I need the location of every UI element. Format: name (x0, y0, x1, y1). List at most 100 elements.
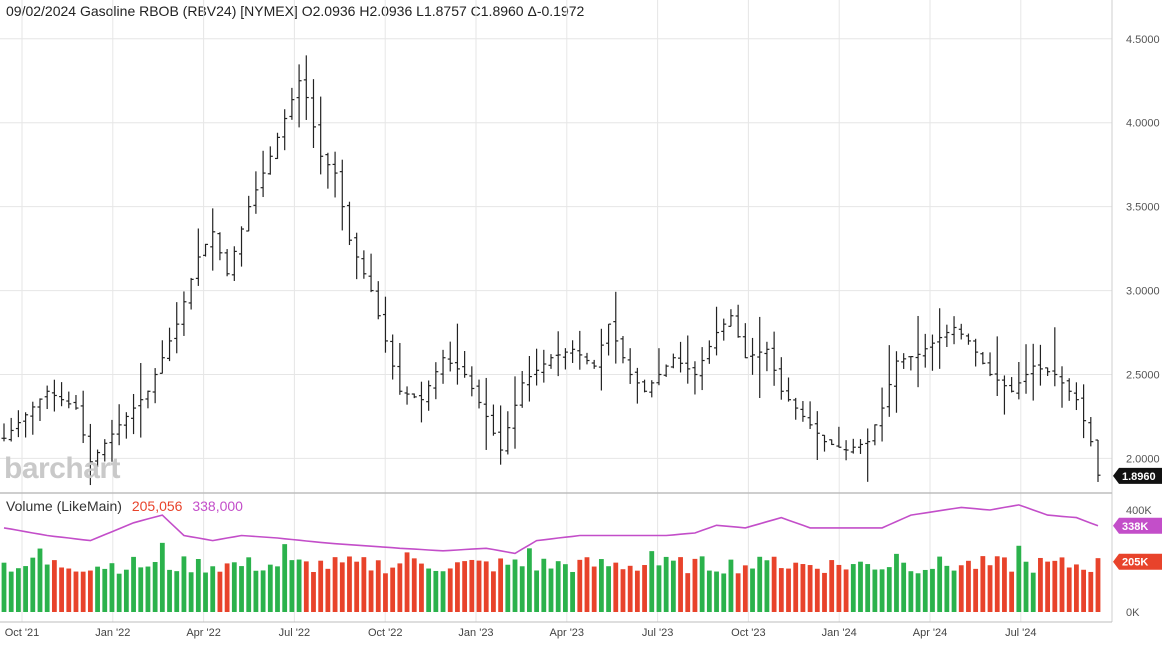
price-bar (246, 195, 252, 232)
volume-bar (217, 571, 223, 612)
price-bar (195, 228, 201, 286)
chart-grid (0, 0, 1112, 622)
volume-bar (1066, 567, 1072, 612)
chart-header: 09/02/2024 Gasoline RBOB (RBV24) [NYMEX]… (6, 3, 584, 19)
price-bar (591, 359, 597, 369)
price-bar (1066, 378, 1072, 401)
volume-bar (253, 570, 259, 612)
price-bar (1045, 367, 1051, 376)
volume-bar (318, 560, 324, 612)
volume-bar (901, 562, 907, 612)
header-high: H2.0936 (359, 3, 413, 19)
volume-bar (836, 564, 842, 612)
price-bar (606, 323, 612, 356)
volume-bar (289, 560, 295, 612)
price-bar (750, 337, 756, 375)
volume-bar (260, 570, 266, 612)
volume-bar (699, 556, 705, 612)
volume-bar (15, 568, 21, 612)
volume-bar (930, 568, 935, 612)
volume-bar (361, 557, 367, 612)
price-bar (879, 387, 885, 442)
volume-bar (512, 559, 518, 612)
price-bar (131, 393, 137, 435)
volume-bar (325, 568, 331, 612)
volume-bar (311, 572, 316, 612)
volume-bar (73, 571, 79, 612)
volume-bar (1074, 564, 1079, 612)
price-bar (922, 333, 928, 368)
price-bar (908, 355, 914, 371)
price-bar (663, 364, 669, 377)
price-bar (678, 341, 684, 373)
volume-bar (123, 569, 129, 612)
volume-bar (44, 564, 50, 612)
price-bar (857, 439, 863, 454)
volume-bar (1038, 557, 1043, 612)
price-bar (541, 349, 547, 383)
price-bar (519, 371, 525, 408)
last-price-badge-shape (1113, 467, 1162, 484)
volume-bar (822, 572, 827, 612)
volume-bar (1023, 561, 1029, 612)
volume-bar (879, 569, 885, 612)
price-bar (771, 331, 777, 386)
volume-bar (706, 570, 712, 612)
volume-bar (527, 548, 532, 612)
price-bar (1009, 377, 1015, 393)
price-bar (116, 404, 122, 446)
y-tick-label: 2.0000 (1126, 453, 1160, 465)
price-bar (793, 397, 799, 420)
volume-bar (462, 561, 468, 612)
header-low: L1.8757 (416, 3, 467, 19)
volume-bar (145, 566, 151, 612)
volume-bar (872, 569, 878, 612)
volume-bar (519, 566, 525, 612)
price-bar (735, 304, 741, 338)
volume-bar (894, 553, 899, 612)
price-bar (649, 380, 655, 398)
volume-bar (419, 563, 424, 612)
price-bar (346, 201, 352, 246)
volume-bar (778, 568, 784, 612)
volume-bar (116, 573, 122, 612)
volume-bar (375, 560, 381, 612)
volume-bar (728, 559, 734, 612)
price-bar (1001, 375, 1007, 415)
price-bar (685, 335, 691, 384)
volume-bar (678, 557, 683, 612)
price-bar (231, 246, 237, 281)
header-date: 09/02/2024 (6, 3, 77, 19)
price-bar (577, 330, 583, 370)
price-bars (1, 55, 1101, 486)
volume-bar (764, 560, 770, 612)
volume-bar (994, 556, 1000, 612)
price-bar (526, 355, 532, 402)
volume-legend-label: Volume (6, 498, 53, 514)
volume-bar (850, 564, 856, 612)
volume-bars (1, 542, 1101, 612)
volume-bar (771, 556, 777, 612)
volume-value-badge-text: 205K (1122, 557, 1148, 569)
x-tick-label: Jul '24 (1005, 627, 1036, 639)
price-bar (51, 379, 57, 412)
price-bar (548, 354, 554, 369)
volume-bar (562, 564, 568, 612)
price-bar (37, 398, 43, 422)
price-bar (390, 334, 396, 380)
price-bar (426, 380, 432, 411)
volume-bar (663, 556, 669, 612)
volume-bar (980, 556, 986, 612)
axis-badges: 1.8960 338K 205K (1113, 467, 1162, 570)
price-bar (332, 151, 338, 198)
price-bar (404, 386, 410, 405)
price-bar (138, 363, 144, 438)
price-bar (1023, 344, 1029, 394)
volume-bar (152, 562, 158, 612)
volume-bar (354, 561, 360, 612)
price-bar (15, 410, 21, 438)
volume-bar (30, 557, 36, 612)
price-bar (836, 426, 842, 448)
volume-bar (167, 569, 172, 612)
